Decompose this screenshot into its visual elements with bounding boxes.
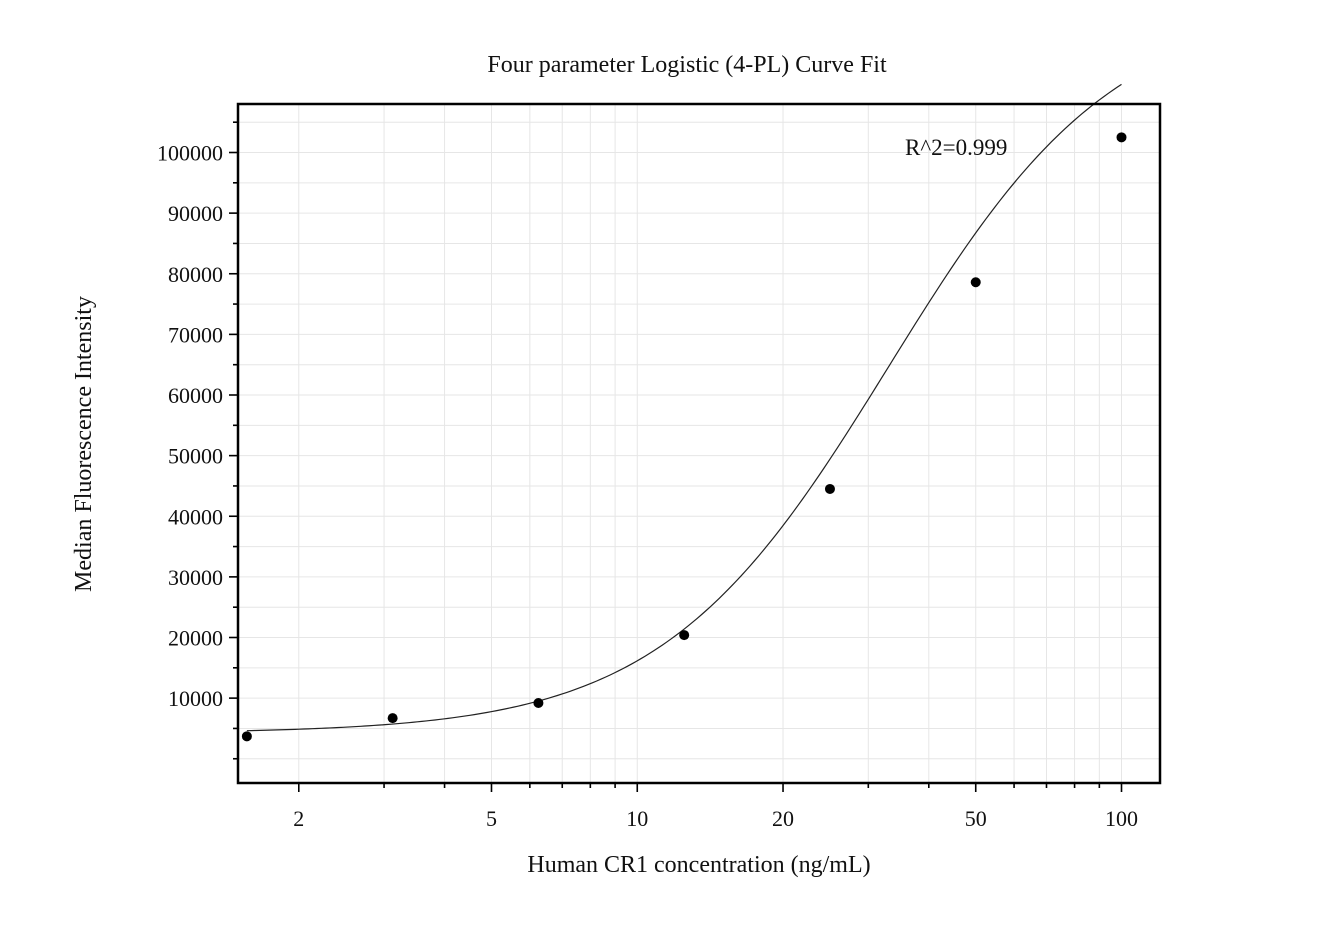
y-tick-label: 80000 (168, 262, 223, 287)
fit-curve-layer (246, 83, 1122, 732)
y-axis-ticks (229, 121, 238, 760)
y-tick-labels: 10000 20000 30000 40000 50000 60000 70000 80000… (157, 141, 223, 712)
y-tick-label: 20000 (168, 626, 223, 651)
x-tick-label: 100 (1105, 806, 1138, 831)
grid (238, 104, 1160, 783)
y-tick-label: 40000 (168, 504, 223, 529)
data-point (679, 630, 690, 641)
x-tick-label: 20 (772, 806, 794, 831)
x-axis-label: Human CR1 concentration (ng/mL) (527, 852, 870, 878)
chart-title: Four parameter Logistic (4-PL) Curve Fit (487, 52, 887, 78)
x-tick-label: 5 (486, 806, 497, 831)
y-tick-label: 100000 (157, 141, 223, 166)
y-tick-label: 70000 (168, 322, 223, 347)
fit-curve (246, 83, 1122, 732)
data-point (1116, 132, 1127, 143)
data-point (241, 731, 252, 742)
x-tick-label: 50 (965, 806, 987, 831)
data-points (241, 132, 1127, 742)
data-point (387, 713, 398, 724)
r-squared-annotation: R^2=0.999 (905, 135, 1007, 160)
plot-frame (236, 102, 1162, 785)
data-point (533, 697, 544, 708)
x-axis-ticks (297, 783, 1123, 792)
y-tick-label: 50000 (168, 444, 223, 469)
y-tick-label: 30000 (168, 565, 223, 590)
data-point (824, 483, 835, 494)
y-tick-label: 60000 (168, 383, 223, 408)
data-point (970, 277, 981, 288)
x-tick-label: 2 (293, 806, 304, 831)
x-tick-labels: 2 5 10 20 50 100 (293, 806, 1138, 831)
y-axis-label: Median Fluorescence Intensity (71, 296, 97, 592)
x-tick-label: 10 (626, 806, 648, 831)
y-tick-label: 10000 (168, 686, 223, 711)
y-tick-label: 90000 (168, 201, 223, 226)
